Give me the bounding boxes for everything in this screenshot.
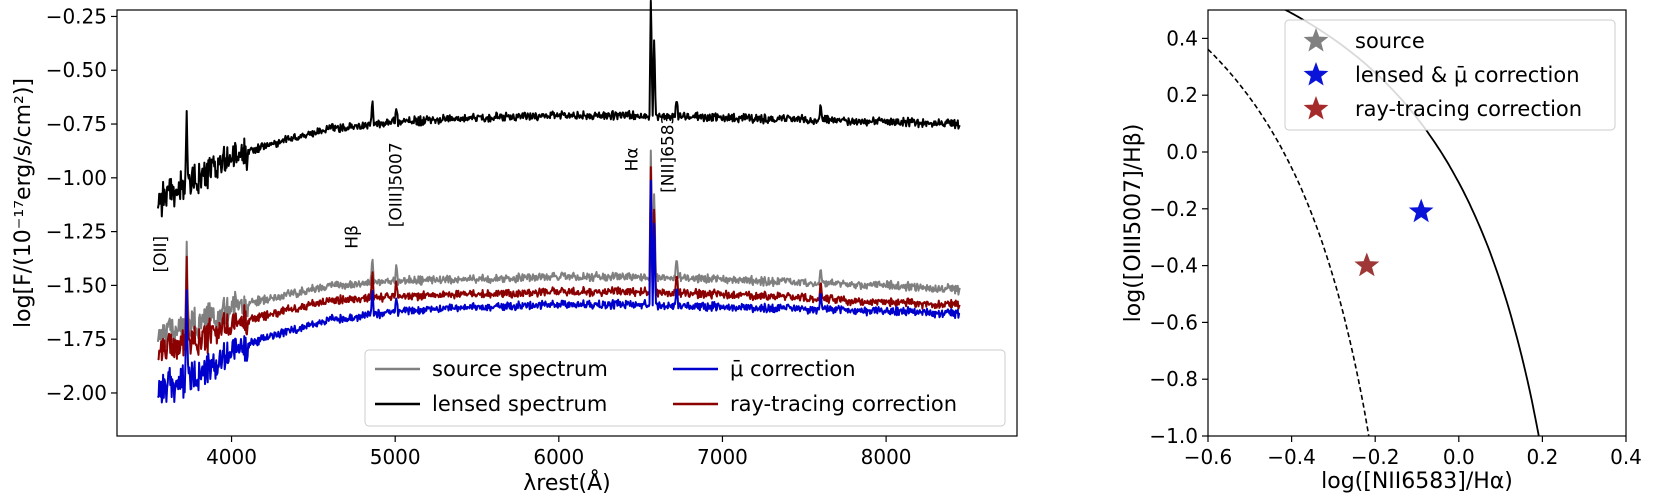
spectrum-line-source [156,149,961,348]
spectrum-y-tick-label: −1.00 [46,166,107,190]
legend-label-source: source spectrum [432,357,608,381]
bpt-panel: −0.6 −0.4 −0.2 0.0 0.2 0.4 −1.0 −0.8 −0.6 −0.4 −0… [1121,9,1642,494]
bpt-axes-frame [1207,9,1627,437]
line-annotation: [NII]6583 [658,114,678,193]
spectrum-x-tick-label: 7000 [697,445,748,469]
spectrum-legend-box [364,349,1006,427]
bpt-y-tick-label: −0.6 [1149,310,1198,334]
legend-label-bpt-source: source [1355,29,1425,53]
spectrum-y-tick-label: −1.50 [46,273,107,297]
bpt-legend-box [1284,19,1616,131]
spectrum-line-mu [156,179,961,404]
legend-star-ray [1303,96,1329,120]
spectrum-axes-frame [116,9,1018,437]
spectrum-x-tick-label: 8000 [861,445,912,469]
bpt-x-tick-label: 0.2 [1526,445,1558,469]
bpt-point-star_ray [1354,252,1380,277]
line-annotation: Hβ [343,225,363,249]
bpt-x-axis-label: log([NII6583]/Hα) [1321,469,1513,494]
bpt-y-tick-label: −0.2 [1149,197,1198,221]
bpt-x-tick-label: −0.6 [1184,445,1233,469]
spectrum-y-tick-label: −0.50 [46,58,107,82]
bpt-x-tick-label: 0.4 [1610,445,1642,469]
spectrum-y-tick-label: −0.25 [46,4,107,28]
legend-label-mu: μ̄ correction [730,357,856,381]
legend-label-bpt-ray: ray-tracing correction [1355,97,1582,121]
spectrum-y-tick-label: −1.25 [46,220,107,244]
line-annotation: [OIII]5007 [387,142,407,227]
bpt-y-tick-label: −0.8 [1149,367,1198,391]
spectrum-line-lensed [156,0,961,218]
spectrum-legend: source spectrum lensed spectrum μ̄ corre… [364,349,1006,427]
spectrum-y-tick-label: −2.00 [46,381,107,405]
spectrum-x-axis-label: λrest(Å) [523,469,610,496]
bpt-y-axis-label: log([OIII5007]/Hβ) [1121,124,1146,323]
spectrum-y-tick-label: −1.75 [46,327,107,351]
bpt-x-tick-label: 0.0 [1443,445,1475,469]
bpt-y-tick-label: 0.0 [1166,140,1198,164]
bpt-y-tick-label: −1.0 [1149,424,1198,448]
bpt-x-tick-label: −0.4 [1267,445,1316,469]
legend-label-ray: ray-tracing correction [730,392,957,416]
spectrum-x-tick-label: 5000 [370,445,421,469]
bpt-legend: source lensed & μ̄ correction ray-tracin… [1284,19,1616,131]
spectrum-y-tick-label: −0.75 [46,112,107,136]
legend-star-lensed [1303,62,1329,86]
bpt-y-tick-label: 0.4 [1166,26,1198,50]
spectrum-panel: [OII] Hβ [OIII]5007 Hα [NII]6583 4000 5000 600… [11,0,1018,496]
kauffmann-curve [1208,48,1370,436]
legend-label-bpt-lensed: lensed & μ̄ correction [1355,63,1580,87]
bpt-x-tick-label: −0.2 [1351,445,1400,469]
spectrum-x-tick-label: 4000 [206,445,257,469]
line-annotation: [OII] [151,236,171,273]
legend-star-source [1303,28,1329,52]
spectrum-x-tick-label: 6000 [533,445,584,469]
legend-label-lensed: lensed spectrum [432,392,607,416]
line-annotation: Hα [622,147,642,171]
bpt-y-tick-label: −0.4 [1149,254,1198,278]
bpt-point-star_lensed [1408,198,1434,223]
bpt-y-tick-label: 0.2 [1166,83,1198,107]
spectrum-y-axis-label: log[F/(10⁻¹⁷erg/s/cm²)] [11,78,36,328]
spectrum-line-ray [157,166,961,362]
